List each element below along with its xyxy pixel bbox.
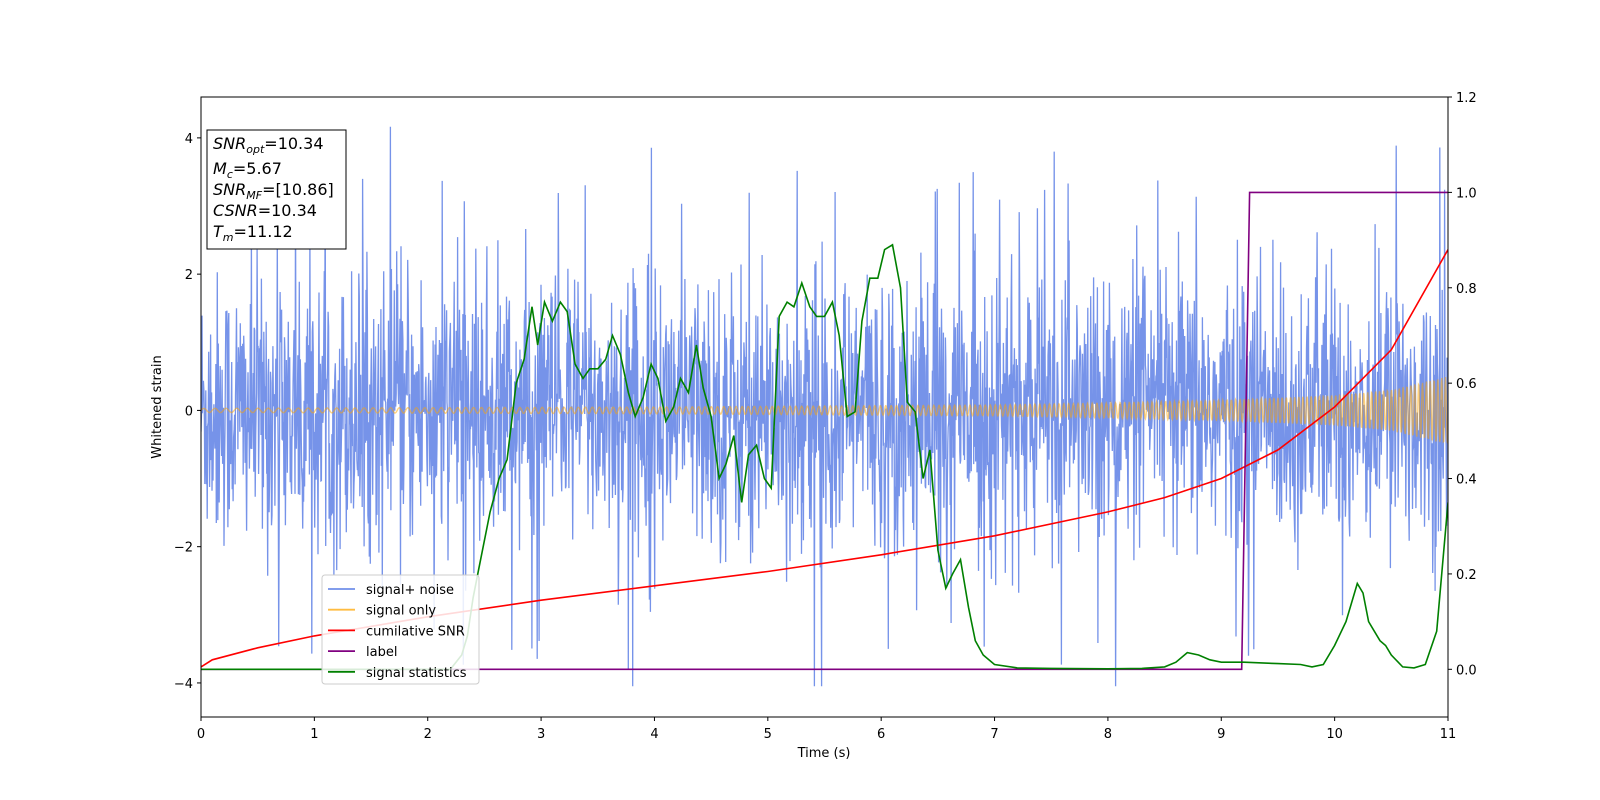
signal-only-series [201,376,1448,444]
y2-tick-label: 0.6 [1456,377,1477,392]
legend: signal+ noise signal only cumilative SNR la… [321,574,480,685]
x-tick-label: 6 [877,727,885,742]
legend-label: label [366,645,397,660]
x-axis-label: Time (s) [797,746,851,761]
signal-noise-line [201,126,1448,687]
label-line [201,191,1448,671]
y2-tick-label: 0.2 [1456,568,1477,583]
y2-tick-label: 0.4 [1456,473,1477,488]
legend-label: signal statistics [366,666,467,681]
x-tick-label: 5 [764,727,772,742]
x-tick-label: 3 [537,727,545,742]
x-tick-label: 0 [197,727,205,742]
legend-label: signal only [366,604,436,619]
info-value: =[10.86] [262,180,334,199]
legend-label: signal+ noise [366,583,454,598]
y-tick-label: 4 [185,132,193,147]
info-symbol: SNR [213,134,246,153]
plot-frame [200,96,1449,718]
info-symbol: T [213,222,224,241]
y-axis-label: Whitened strain [150,355,165,458]
info-line: SNRopt=10.34 [213,134,324,156]
x-axis: 0 1 2 3 4 5 6 7 8 9 10 11 [197,717,1456,742]
signal-noise-series [201,126,1448,687]
info-box-frame [206,129,347,250]
y2-tick-label: 0.8 [1456,282,1477,297]
info-subscript: m [223,231,234,244]
x-tick-label: 7 [990,727,998,742]
x-tick-label: 9 [1217,727,1225,742]
cumilative-snr-line [201,249,1448,668]
info-value: =11.12 [234,222,293,241]
info-subscript: opt [246,143,265,156]
info-subscript: MF [246,189,262,202]
info-value: =10.34 [264,134,323,153]
x-tick-label: 1 [310,727,318,742]
y-tick-label: −2 [174,541,193,556]
x-tick-label: 2 [424,727,432,742]
y-tick-label: 0 [185,404,193,419]
info-symbol: SNR [213,180,246,199]
info-line: SNRMF=[10.86] [213,180,334,202]
x-tick-label: 8 [1104,727,1112,742]
signal-statistics-line [201,243,1448,671]
info-symbol: M [213,159,227,178]
info-symbol: CSNR [213,201,258,220]
info-box: SNRopt=10.34Mc=5.67SNRMF=[10.86]CSNR=10.… [206,129,347,250]
y-tick-label: 2 [185,268,193,283]
info-value: =10.34 [258,201,317,220]
info-line: Mc=5.67 [213,159,282,181]
info-line: CSNR=10.34 [213,201,317,220]
y-axis-left: −4 −2 0 2 4 [174,132,201,692]
right-axis-series [201,191,1448,671]
info-subscript: c [227,168,233,181]
x-tick-label: 11 [1440,727,1457,742]
y2-tick-label: 1.2 [1456,91,1477,106]
info-value: =5.67 [233,159,282,178]
legend-label: cumilative SNR [366,624,465,639]
info-line: Tm=11.12 [213,222,293,244]
x-tick-label: 4 [650,727,658,742]
signal-only-line [201,376,1448,444]
y-axis-right: 0.0 0.2 0.4 0.6 0.8 1.0 1.2 [1448,91,1477,678]
y2-tick-label: 0.0 [1456,663,1477,678]
y2-tick-label: 1.0 [1456,186,1477,201]
y-tick-label: −4 [174,677,193,692]
legend-frame [321,574,480,685]
x-tick-label: 10 [1326,727,1343,742]
